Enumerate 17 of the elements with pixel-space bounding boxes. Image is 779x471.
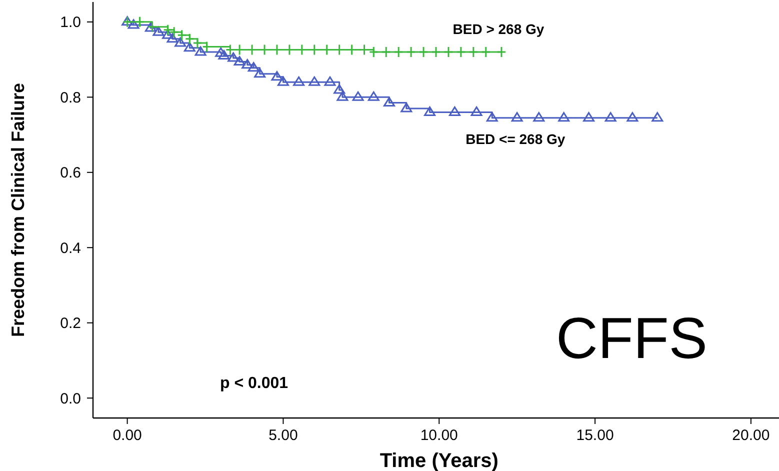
y-tick-label: 0.0	[60, 390, 81, 408]
y-tick-label: 0.4	[60, 240, 81, 257]
series-label: BED <= 268 Gy	[466, 130, 566, 147]
x-axis-title: Time (Years)	[380, 450, 498, 471]
y-tick-label: 0.6	[60, 164, 81, 182]
x-tick-label: 20.00	[732, 427, 770, 444]
y-tick-label: 0.8	[60, 89, 81, 106]
series-label: BED > 268 Gy	[452, 21, 544, 38]
y-tick-label: 0.2	[60, 315, 81, 332]
annotation: CFFS	[556, 306, 708, 371]
x-tick-label: 15.00	[576, 427, 614, 444]
annotation: p < 0.001	[220, 375, 288, 392]
x-tick-label: 0.00	[112, 427, 142, 444]
y-axis-title: Freedom from Clinical Failure	[8, 82, 28, 338]
x-tick-label: 5.00	[268, 427, 298, 444]
x-tick-label: 10.00	[420, 427, 458, 444]
y-tick-label: 1.0	[60, 14, 81, 32]
